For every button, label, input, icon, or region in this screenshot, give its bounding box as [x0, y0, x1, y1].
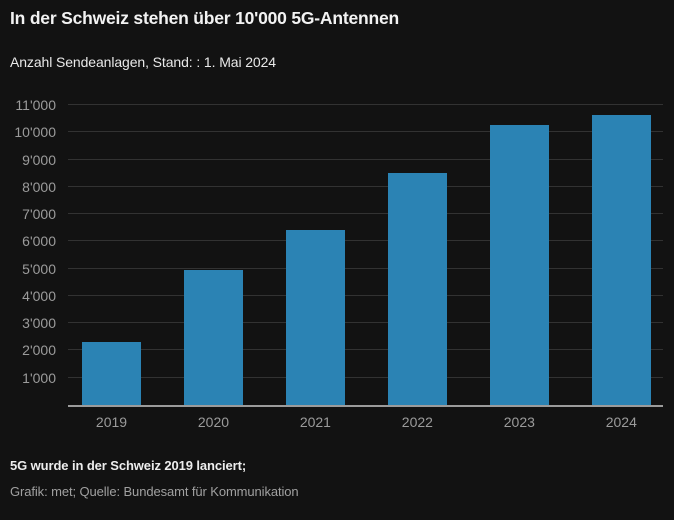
- x-tick-label: 2024: [605, 414, 637, 430]
- gridline: [68, 213, 663, 215]
- chart-subtitle: Anzahl Sendeanlagen, Stand: : 1. Mai 202…: [10, 54, 276, 70]
- y-tick-label: 6'000: [22, 233, 56, 250]
- bar-2022: [387, 173, 447, 405]
- gridline: [68, 349, 663, 351]
- x-tick-label: 2023: [503, 414, 535, 430]
- y-tick-label: 7'000: [22, 206, 56, 223]
- y-tick-label: 11'000: [15, 97, 56, 113]
- gridline: [68, 185, 663, 187]
- x-tick-label: 2019: [95, 414, 128, 430]
- y-tick-label: 9'000: [22, 151, 56, 168]
- bar-2021: [285, 230, 345, 405]
- x-tick-label: 2021: [299, 414, 331, 430]
- gridline: [68, 322, 663, 324]
- gridline: [68, 240, 663, 242]
- y-tick-label: 5'000: [22, 260, 56, 277]
- y-axis-labels: 1'000 2'000 3'000 4'000 5'000 6'000 7'000 8'000…: [0, 97, 56, 405]
- y-tick-label: 3'000: [22, 315, 56, 332]
- y-tick-label: 8'000: [22, 178, 56, 195]
- bar-2023: [489, 125, 549, 405]
- footnote: 5G wurde in der Schweiz 2019 lanciert;: [10, 458, 247, 473]
- bar-2019: [82, 342, 141, 405]
- plot-area: [68, 104, 663, 407]
- gridline: [68, 376, 663, 378]
- bar-2020: [183, 270, 243, 405]
- gridline: [68, 294, 663, 296]
- y-tick-label: 1'000: [22, 369, 56, 386]
- gridline: [68, 267, 663, 269]
- bar-2024: [591, 114, 651, 405]
- x-tick-label: 2020: [197, 414, 230, 430]
- y-tick-label: 4'000: [22, 287, 56, 304]
- gridline: [68, 131, 663, 133]
- gridline: [68, 104, 663, 105]
- gridline: [68, 158, 663, 160]
- y-tick-label: 10'000: [14, 124, 56, 141]
- y-tick-label: 2'000: [22, 342, 56, 359]
- x-axis-line: [68, 405, 663, 407]
- bar-chart: 1'000 2'000 3'000 4'000 5'000 6'000 7'000 8'000…: [0, 97, 663, 434]
- x-tick-label: 2022: [401, 414, 433, 430]
- chart-title: In der Schweiz stehen über 10'000 5G-Ant…: [10, 8, 400, 28]
- x-axis-labels: 2019 2020 2021 2022 2023 2024: [68, 414, 663, 434]
- source-credit: Grafik: met; Quelle: Bundesamt für Kommu…: [10, 484, 299, 499]
